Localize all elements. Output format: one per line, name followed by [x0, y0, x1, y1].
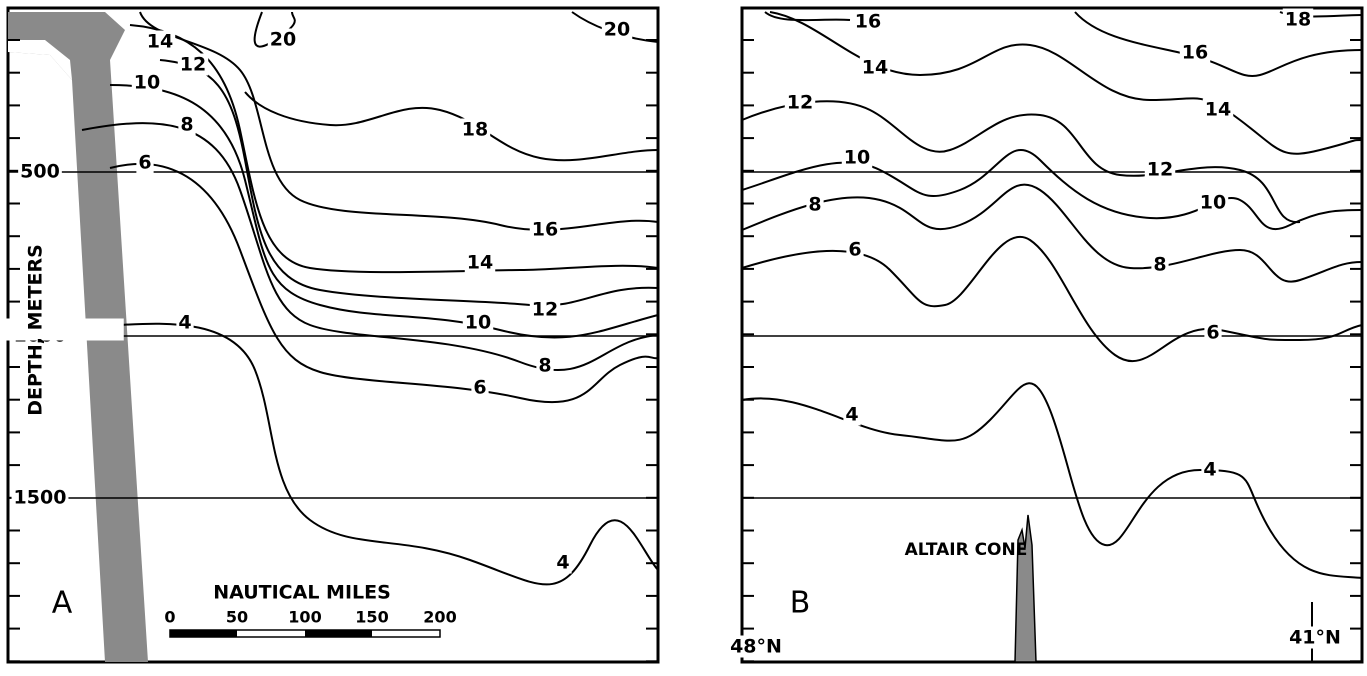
contour-label: 4	[1203, 459, 1216, 481]
label-bg	[267, 28, 299, 51]
label-bg	[1144, 158, 1176, 181]
label-bg	[131, 71, 163, 94]
label-bg	[11, 486, 69, 509]
contour-label: 12	[532, 299, 558, 321]
label-bg	[1151, 253, 1169, 276]
scale-tick: 0	[164, 608, 175, 627]
contour-label: 12	[1147, 159, 1173, 181]
label-bg	[728, 635, 784, 658]
contour-label: 4	[845, 404, 858, 426]
contour-label: 6	[1206, 322, 1219, 344]
contour-label: 14	[147, 31, 173, 53]
label-bg	[0, 318, 124, 341]
label-bg	[1179, 41, 1211, 64]
label-bg	[177, 53, 209, 76]
label-bg	[1197, 191, 1229, 214]
axis-title: DEPTH, METERS	[25, 244, 47, 416]
panel-label: B	[790, 586, 811, 621]
shelf	[8, 12, 148, 662]
label-bg	[846, 238, 864, 261]
panel-b	[740, 6, 1364, 664]
contour-label: 20	[604, 19, 630, 41]
label-bg	[1287, 626, 1343, 649]
contour-label: 8	[180, 114, 193, 136]
shelf-top	[8, 40, 72, 80]
contour-label: 18	[1285, 9, 1311, 31]
contour-label: 6	[138, 152, 151, 174]
contour-label: 6	[473, 377, 486, 399]
depth-ticks	[8, 39, 658, 663]
label-bg	[1282, 8, 1314, 31]
contour-label: 16	[532, 219, 558, 241]
latitude: 48°N	[730, 636, 782, 658]
annotation: ALTAIR CONE	[905, 540, 1028, 560]
contour-label: 10	[134, 72, 160, 94]
contour-label: 10	[1200, 192, 1226, 214]
label-bg	[1202, 98, 1234, 121]
scale-title: NAUTICAL MILES	[213, 582, 391, 604]
contour-label: 8	[1153, 254, 1166, 276]
label-bg	[536, 354, 554, 377]
contour-label: 14	[862, 57, 888, 79]
label-bg	[471, 376, 489, 399]
depth-label: 500	[20, 161, 60, 183]
label-bg	[529, 218, 561, 241]
label-bg	[459, 118, 491, 141]
contour-label: 18	[462, 119, 488, 141]
contour-label: 8	[808, 194, 821, 216]
scale-tick: 150	[355, 608, 388, 627]
label-bg	[178, 113, 196, 136]
contour-label: 10	[844, 147, 870, 169]
label-bg	[144, 30, 176, 53]
label-bg	[529, 298, 561, 321]
contour-label: 20	[270, 29, 296, 51]
altair-cone	[1014, 514, 1037, 663]
label-bg	[176, 311, 194, 334]
label-bg	[852, 10, 884, 33]
scale-bar	[169, 629, 441, 638]
label-bg	[136, 151, 154, 174]
label-bg	[464, 251, 496, 274]
depth-ticks	[742, 39, 1362, 663]
label-bg	[462, 311, 494, 334]
label-bg	[841, 146, 873, 169]
panel-label: A	[52, 586, 73, 621]
contour-label: 12	[180, 54, 206, 76]
scale-tick: 50	[226, 608, 248, 627]
contour-label: 16	[1182, 42, 1208, 64]
scale-tick: 100	[288, 608, 321, 627]
contour-label: 8	[538, 355, 551, 377]
latitude: 41°N	[1289, 627, 1341, 649]
label-bg	[18, 160, 62, 183]
contour-label: 16	[855, 11, 881, 33]
contour-label: 10	[465, 312, 491, 334]
contour-label: 4	[178, 312, 191, 334]
label-bg	[806, 193, 824, 216]
frame	[740, 6, 1364, 664]
contour-label: 4	[556, 552, 569, 574]
contour-label: 12	[787, 92, 813, 114]
contour-label: 6	[848, 239, 861, 261]
contour-label: 14	[467, 252, 493, 274]
depth-label: 1500	[14, 487, 67, 509]
label-bg	[554, 551, 572, 574]
contours	[741, 11, 1363, 662]
label-bg	[1201, 458, 1219, 481]
label-bg	[601, 18, 633, 41]
contour-label: 14	[1205, 99, 1231, 121]
label-bg	[843, 403, 861, 426]
label-bg	[1204, 321, 1222, 344]
label-bg	[859, 56, 891, 79]
label-bg	[784, 91, 816, 114]
scale-tick: 200	[423, 608, 456, 627]
labels: 50010001500DEPTH, METERSA201412108641816…	[0, 8, 1343, 658]
